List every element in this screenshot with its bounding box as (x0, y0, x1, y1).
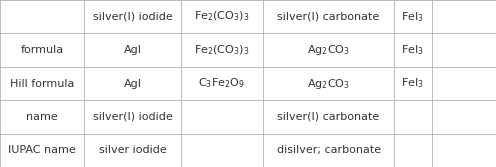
Text: Ag$_2$CO$_3$: Ag$_2$CO$_3$ (307, 76, 350, 91)
Text: Ag$_2$CO$_3$: Ag$_2$CO$_3$ (307, 43, 350, 57)
Text: formula: formula (21, 45, 63, 55)
Text: FeI$_3$: FeI$_3$ (401, 10, 425, 24)
Text: C$_3$Fe$_2$O$_9$: C$_3$Fe$_2$O$_9$ (198, 77, 246, 90)
Text: silver(I) iodide: silver(I) iodide (93, 112, 173, 122)
Text: Hill formula: Hill formula (10, 78, 74, 89)
Text: silver(I) carbonate: silver(I) carbonate (277, 12, 380, 22)
Text: FeI$_3$: FeI$_3$ (401, 43, 425, 57)
Text: AgI: AgI (124, 45, 142, 55)
Text: Fe$_2$(CO$_3$)$_3$: Fe$_2$(CO$_3$)$_3$ (194, 10, 249, 24)
Text: silver(I) iodide: silver(I) iodide (93, 12, 173, 22)
Text: name: name (26, 112, 58, 122)
Text: FeI$_3$: FeI$_3$ (401, 77, 425, 90)
Text: AgI: AgI (124, 78, 142, 89)
Text: Fe$_2$(CO$_3$)$_3$: Fe$_2$(CO$_3$)$_3$ (194, 43, 249, 57)
Text: disilver; carbonate: disilver; carbonate (277, 145, 380, 155)
Text: silver iodide: silver iodide (99, 145, 167, 155)
Text: silver(I) carbonate: silver(I) carbonate (277, 112, 380, 122)
Text: IUPAC name: IUPAC name (8, 145, 76, 155)
